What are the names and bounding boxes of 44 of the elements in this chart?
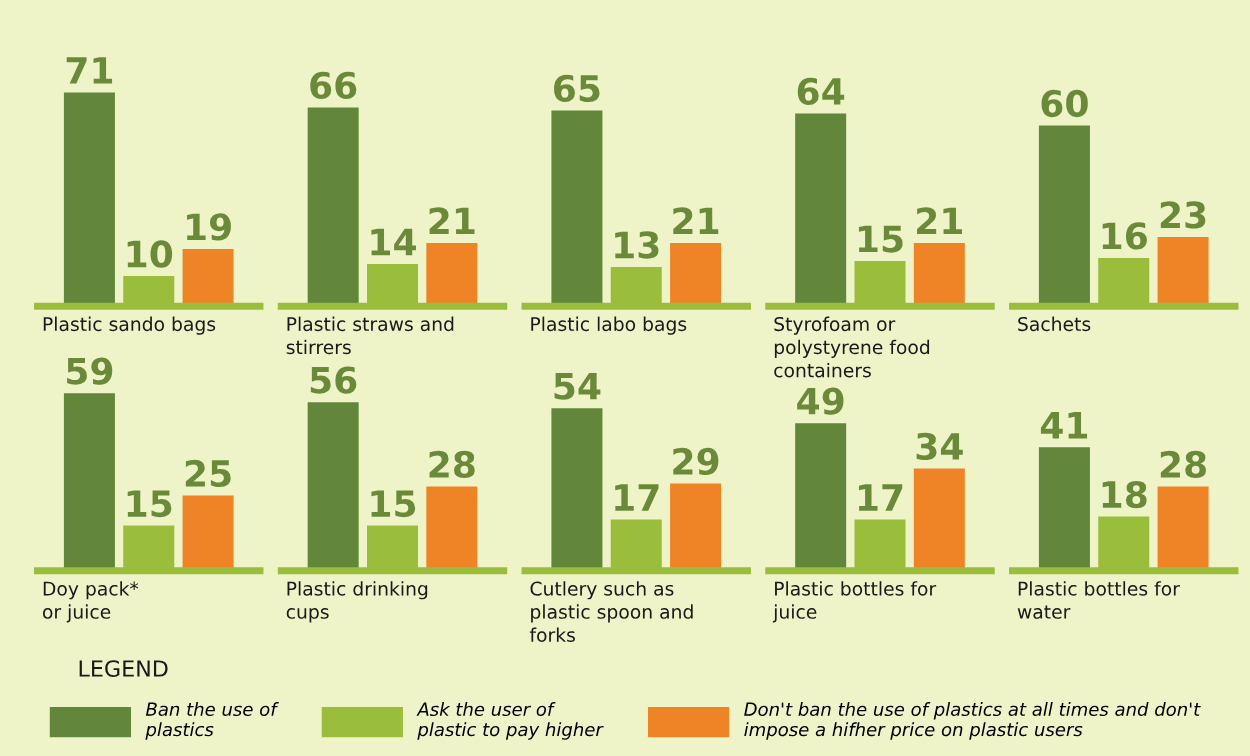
data-label: 64 (797, 77, 845, 106)
data-label: 14 (371, 228, 416, 256)
data-label: 54 (554, 372, 601, 400)
data-label: 15 (127, 490, 172, 518)
data-label: 10 (127, 240, 173, 268)
data-label: 28 (1160, 450, 1206, 479)
data-label: 17 (858, 484, 903, 511)
data-label: 65 (554, 74, 600, 103)
data-label: 59 (67, 357, 113, 385)
legend-label: Don't ban the use of plastics at all times and don't impose a hifher price on plastic users (744, 702, 1201, 740)
legend-label: Ask the user of plastic to pay higher (416, 702, 604, 740)
data-label: 21 (917, 207, 962, 235)
x-axis-title: Plastic drinking cups (286, 581, 428, 623)
data-label: 28 (429, 450, 475, 479)
data-label: 16 (1102, 222, 1147, 250)
data-label: 17 (615, 484, 659, 511)
legend-label: Ban the use of plastics (145, 702, 279, 740)
text: LEGEND (79, 660, 168, 677)
data-label: 15 (371, 490, 416, 518)
data-label: 71 (66, 57, 113, 84)
data-label: 66 (310, 71, 357, 100)
data-label: 29 (673, 447, 719, 476)
x-axis-title: Plastic bottles for juice (772, 581, 937, 623)
data-label: 60 (1041, 89, 1088, 118)
x-axis-title: Cutlery such as plastic spoon and forks (529, 581, 693, 642)
data-label: 34 (916, 432, 963, 461)
x-axis-title: Styrofoam or polystyrene food containers (774, 316, 930, 378)
x-axis-title: Doy pack* or juice (42, 581, 139, 623)
data-label: 49 (797, 387, 844, 415)
x-axis-title: Plastic sando bags (43, 316, 216, 335)
x-axis-title: Plastic straws and stirrers (286, 316, 454, 355)
data-label: 15 (858, 225, 903, 253)
x-axis-title: Sachets (1018, 316, 1091, 332)
data-label: 19 (187, 213, 231, 241)
data-label: 25 (185, 459, 231, 488)
data-label: 21 (429, 207, 475, 235)
data-label: 18 (1102, 480, 1147, 509)
x-axis-title: Plastic bottles for water (1017, 581, 1180, 619)
data-label: 41 (1040, 412, 1088, 439)
data-label: 56 (310, 366, 357, 394)
data-label: 21 (673, 207, 719, 235)
data-label: 23 (1160, 201, 1206, 229)
data-label: 13 (615, 231, 659, 259)
x-axis-title: Plastic labo bags (531, 316, 687, 335)
